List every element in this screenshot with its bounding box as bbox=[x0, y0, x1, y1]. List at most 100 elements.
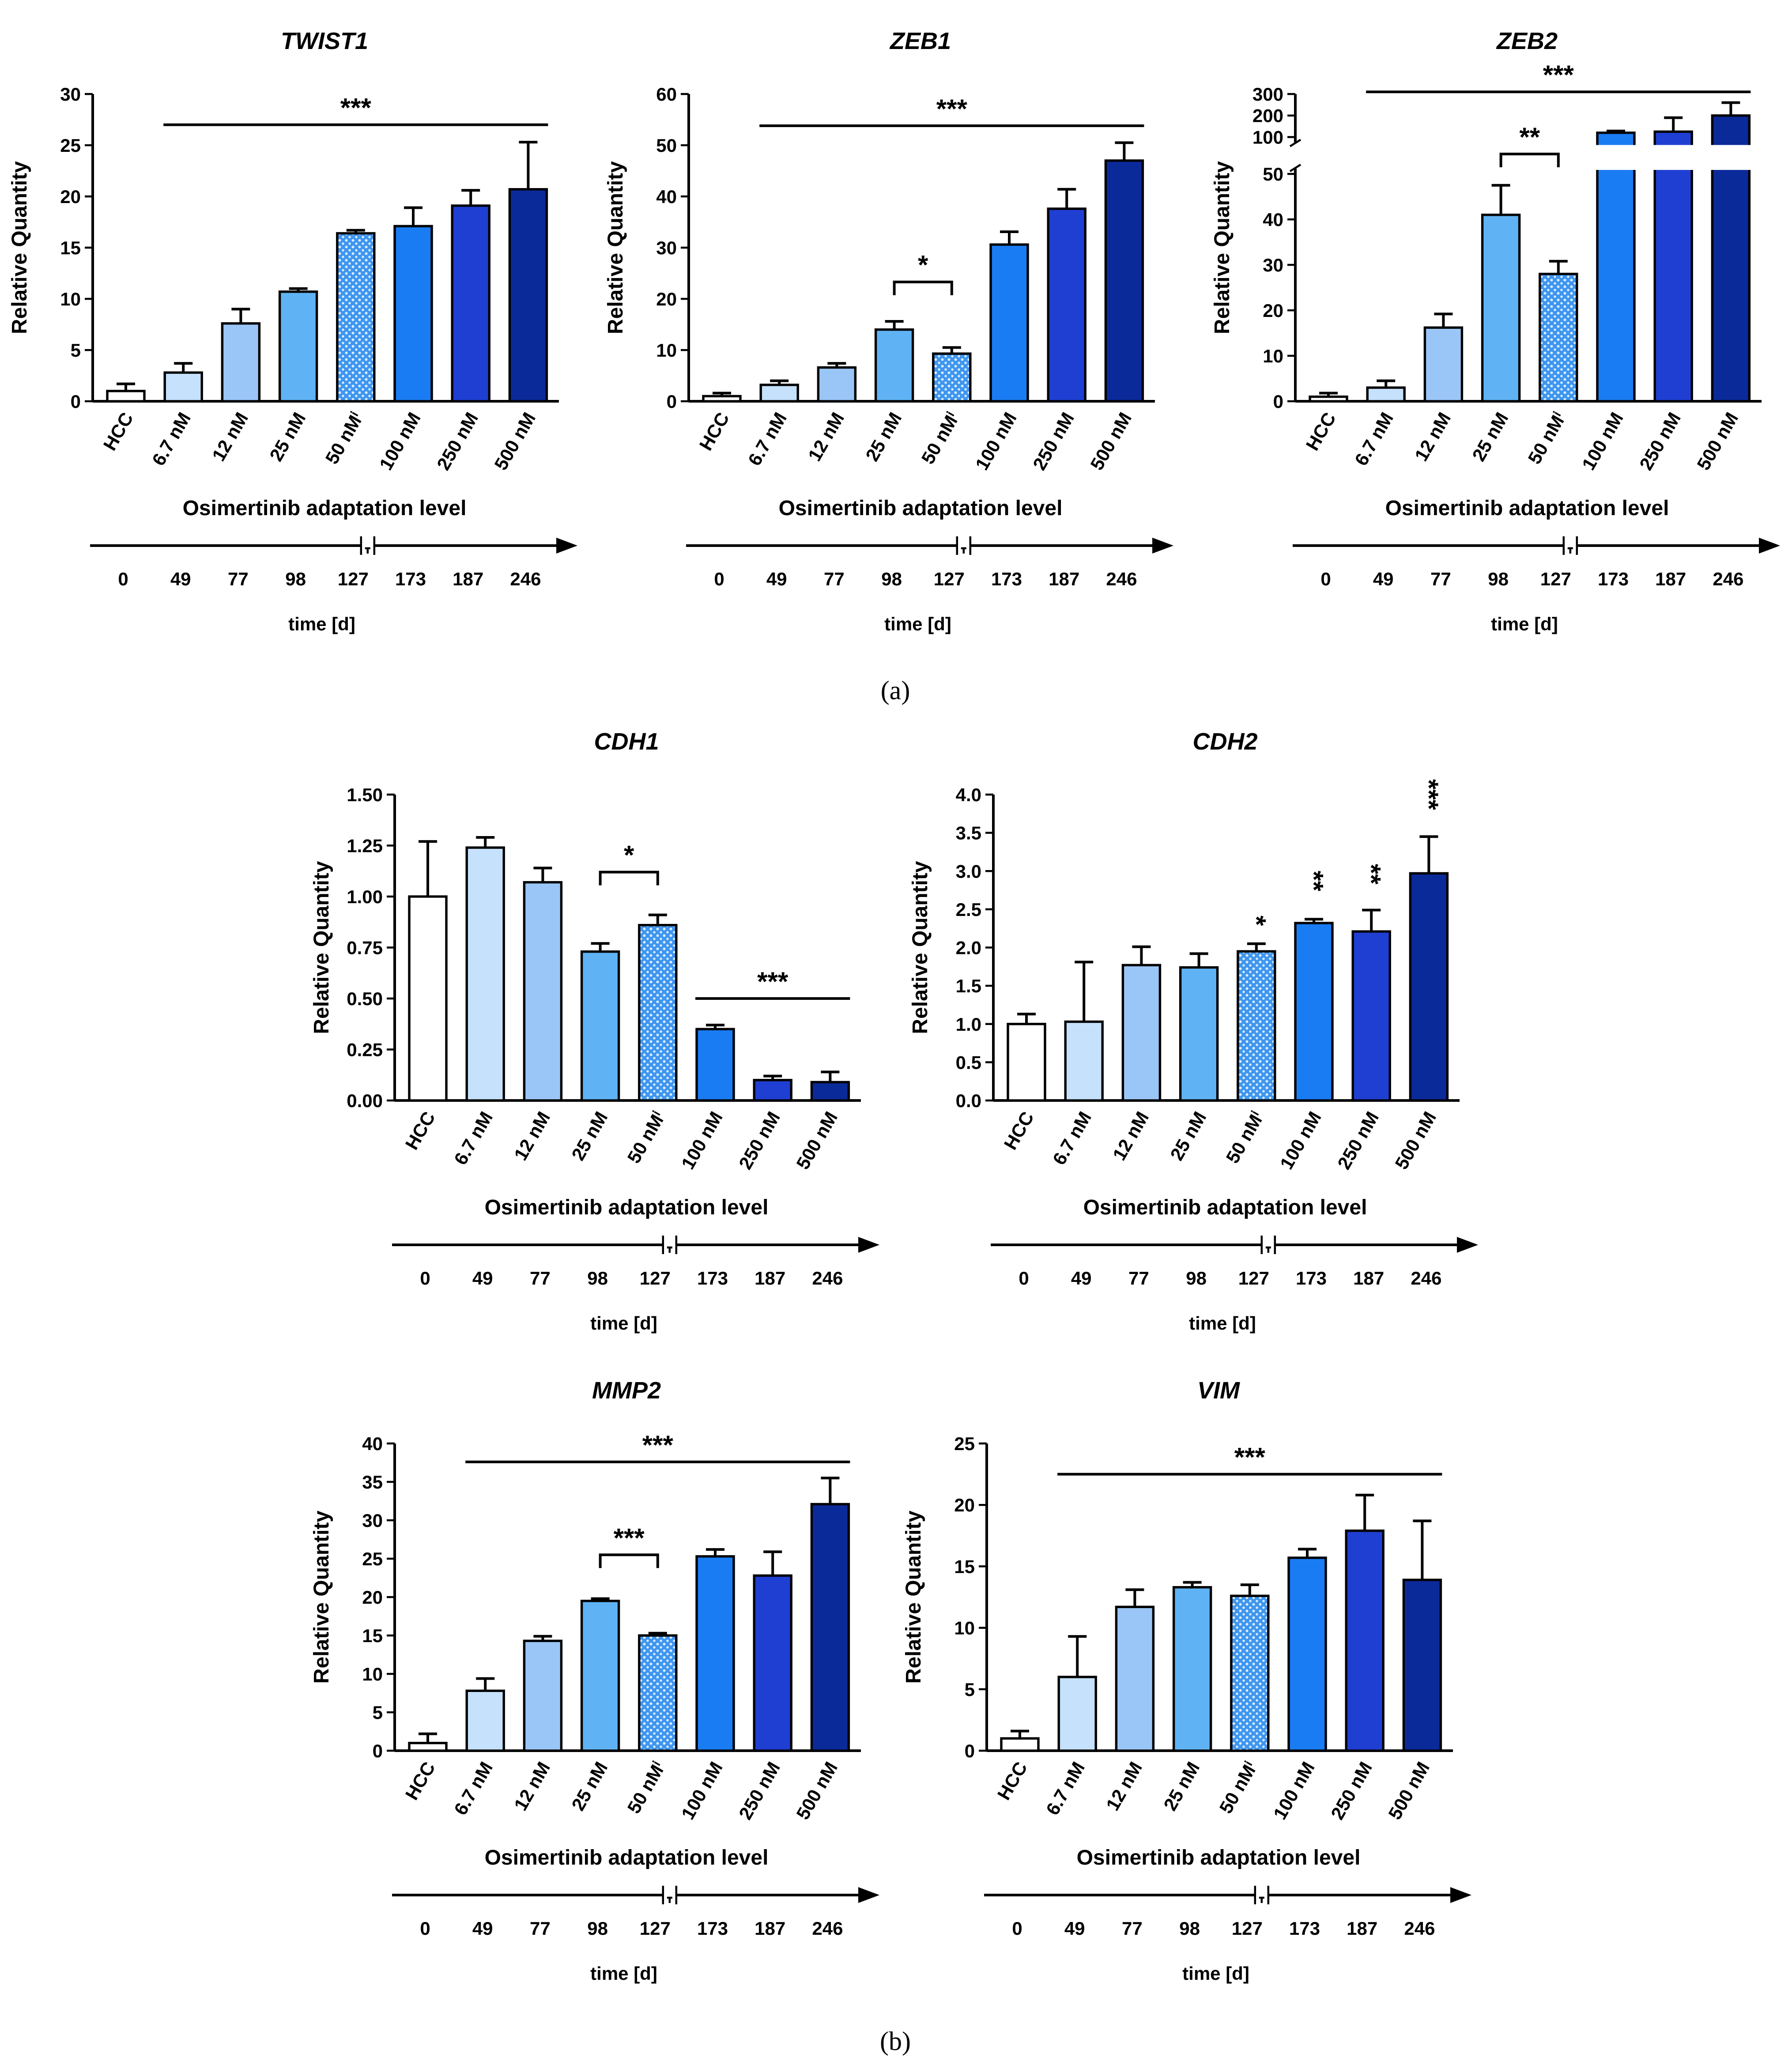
x-tick-label: 25 nM bbox=[861, 409, 905, 465]
bar bbox=[408, 895, 448, 1102]
x-tick-label: HCC bbox=[695, 409, 733, 454]
timeline-arrow bbox=[858, 1237, 879, 1253]
x-tick-label: 12 nM bbox=[1109, 1108, 1153, 1164]
x-tick-label: 6.7 nM bbox=[1049, 1108, 1095, 1168]
y-tick-label: 40 bbox=[1263, 209, 1283, 230]
bar bbox=[393, 225, 433, 403]
x-tick-label: 250 nM bbox=[433, 409, 482, 474]
y-tick-label: 60 bbox=[656, 84, 677, 105]
bar bbox=[695, 1028, 735, 1102]
timeline-label: 77 bbox=[824, 569, 845, 589]
chart: VIM Relative Quantity 0 5 10 15 20 25 HCC 6.7 nM 1… bbox=[902, 1377, 1471, 1984]
y-axis-label: Relative Quantity bbox=[8, 161, 31, 334]
y-axis-label: Relative Quantity bbox=[902, 1511, 925, 1684]
bar bbox=[1007, 1023, 1046, 1102]
y-tick-label: 20 bbox=[1263, 300, 1283, 321]
timeline-label: 173 bbox=[697, 1268, 728, 1289]
timeline-label: 173 bbox=[395, 569, 426, 589]
timeline-label: 98 bbox=[285, 569, 306, 589]
y-tick-label: 0 bbox=[71, 391, 81, 412]
timeline-label: 77 bbox=[530, 1268, 551, 1289]
timeline-label: 187 bbox=[453, 569, 483, 589]
y-tick-label: 0 bbox=[1273, 391, 1283, 412]
timeline-label: 187 bbox=[1049, 569, 1079, 589]
y-tick-label: 25 bbox=[60, 135, 81, 156]
chart: ZEB1 Relative Quantity 0 10 20 30 40 50 60 HCC 6.7… bbox=[604, 28, 1173, 634]
x-tick-label: 100 nM bbox=[1269, 1758, 1319, 1823]
x-tick-label: 50 nMⁱ bbox=[1524, 409, 1570, 467]
timeline-label: 187 bbox=[1353, 1268, 1384, 1289]
x-tick-label: HCC bbox=[401, 1758, 439, 1803]
timeline-label: 0 bbox=[420, 1268, 430, 1289]
bar bbox=[1653, 130, 1693, 403]
y-tick-label: 35 bbox=[362, 1472, 383, 1492]
timeline-title: time [d] bbox=[1182, 1963, 1249, 1984]
y-tick-label: 0 bbox=[373, 1741, 383, 1761]
chart-title: CDH1 bbox=[594, 728, 659, 755]
timeline-label: 49 bbox=[1064, 1918, 1085, 1939]
bar-break bbox=[1595, 145, 1637, 170]
significance-label: ** bbox=[1357, 864, 1386, 885]
y-tick-label: 0.25 bbox=[347, 1040, 383, 1060]
timeline-break bbox=[662, 1236, 678, 1255]
x-tick-label: 100 nM bbox=[375, 409, 425, 474]
bar bbox=[465, 846, 505, 1102]
timeline-label: 77 bbox=[228, 569, 249, 589]
timeline-label: 77 bbox=[1122, 1918, 1143, 1939]
bar bbox=[753, 1574, 792, 1752]
y-tick-label: 15 bbox=[954, 1556, 975, 1577]
timeline-label: 0 bbox=[714, 569, 724, 589]
timeline-arrow bbox=[556, 538, 577, 554]
bar bbox=[1309, 396, 1348, 403]
significance-label: *** bbox=[757, 967, 788, 996]
x-tick-label: 250 nM bbox=[735, 1108, 784, 1173]
significance-label: *** bbox=[642, 1430, 674, 1460]
bar bbox=[759, 384, 799, 403]
timeline-label: 98 bbox=[1488, 569, 1509, 589]
timeline-label: 49 bbox=[472, 1268, 493, 1289]
y-tick-label: 40 bbox=[362, 1433, 383, 1454]
timeline-title: time [d] bbox=[1491, 614, 1558, 634]
bar bbox=[1047, 207, 1087, 403]
timeline-label: 127 bbox=[640, 1268, 671, 1289]
y-tick-label: 0 bbox=[965, 1741, 975, 1761]
x-tick-label: 6.7 nM bbox=[1042, 1758, 1089, 1819]
y-tick-label: 5 bbox=[71, 340, 81, 361]
timeline-label: 49 bbox=[766, 569, 787, 589]
y-tick-label: 1.0 bbox=[956, 1014, 981, 1035]
timeline-arrow bbox=[1152, 538, 1173, 554]
y-tick-label: 30 bbox=[656, 237, 677, 258]
timeline-label: 187 bbox=[755, 1268, 785, 1289]
x-tick-label: 25 nM bbox=[1159, 1758, 1203, 1814]
timeline-label: 49 bbox=[170, 569, 191, 589]
bar bbox=[336, 232, 376, 403]
bar bbox=[702, 395, 742, 403]
y-tick-label: 100 bbox=[1253, 127, 1283, 147]
bar bbox=[106, 390, 146, 403]
x-tick-label: 500 nM bbox=[1384, 1758, 1434, 1823]
chart-title: MMP2 bbox=[592, 1377, 661, 1404]
timeline-label: 246 bbox=[1404, 1918, 1435, 1939]
y-tick-label: 0.50 bbox=[347, 988, 383, 1009]
x-axis-label: Osimertinib adaptation level bbox=[779, 497, 1063, 520]
x-tick-label: HCC bbox=[401, 1108, 439, 1153]
y-tick-label: 40 bbox=[656, 186, 677, 207]
bar-break bbox=[1652, 145, 1695, 170]
chart-title: VIM bbox=[1197, 1377, 1240, 1404]
timeline-title: time [d] bbox=[590, 1313, 657, 1334]
timeline-label: 127 bbox=[1540, 569, 1571, 589]
timeline-label: 173 bbox=[1598, 569, 1629, 589]
y-tick-label: 20 bbox=[656, 289, 677, 309]
y-tick-label: 15 bbox=[362, 1625, 383, 1646]
bar bbox=[1237, 950, 1276, 1102]
y-tick-label: 3.5 bbox=[956, 823, 981, 844]
timeline-label: 246 bbox=[510, 569, 541, 589]
x-axis-label: Osimertinib adaptation level bbox=[1077, 1846, 1361, 1869]
bar bbox=[1409, 872, 1449, 1102]
bar bbox=[451, 204, 490, 403]
significance-bracket bbox=[599, 870, 659, 886]
y-tick-label: 25 bbox=[954, 1433, 975, 1454]
timeline-arrow bbox=[1759, 538, 1780, 554]
x-tick-label: 6.7 nM bbox=[744, 409, 791, 469]
x-tick-label: 25 nM bbox=[265, 409, 309, 465]
